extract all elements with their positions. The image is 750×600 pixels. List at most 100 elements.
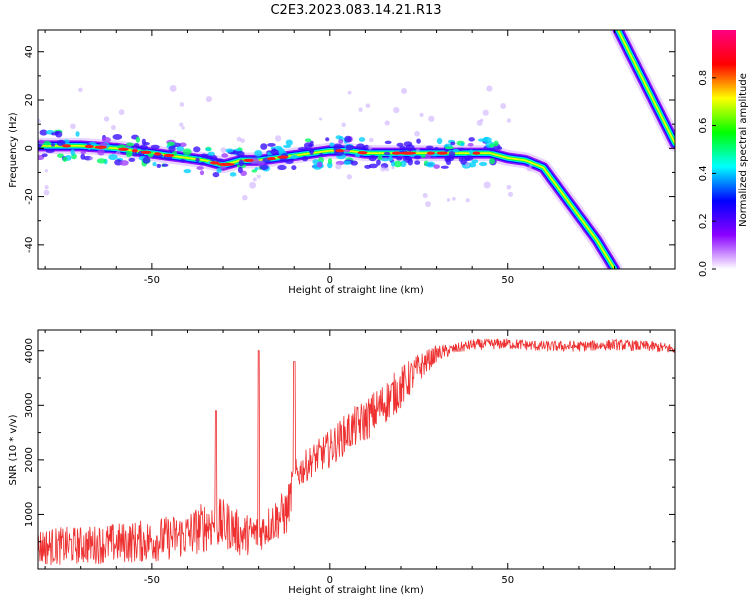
heatmap-hotspot <box>217 162 235 167</box>
heatmap-faint-speckle <box>252 177 257 182</box>
heatmap-faint-speckle <box>526 166 532 172</box>
heatmap-speckle <box>436 137 443 145</box>
heatmap-faint-speckle <box>103 116 110 122</box>
heatmap-speckle <box>199 161 206 166</box>
heatmap-speckle <box>254 167 259 171</box>
heatmap-faint-speckle <box>181 126 185 130</box>
snr-y-label: SNR (10 * v/v) <box>8 414 19 485</box>
heatmap-hotspot <box>267 157 276 161</box>
heatmap-speckle <box>384 140 392 145</box>
heatmap-faint-speckle <box>365 103 371 108</box>
colorbar-tick-label: 0.0 <box>698 261 709 277</box>
heatmap-speckle <box>364 164 372 169</box>
snr-panel: -50 0 50 1000 2000 3000 4000 Height of straig… <box>8 329 676 596</box>
heatmap-speckle <box>225 148 234 153</box>
heatmap-faint-speckle <box>89 156 94 161</box>
heatmap-speckle <box>493 140 499 147</box>
heatmap-speckle <box>57 153 65 158</box>
heatmap-speckle <box>139 144 149 151</box>
heatmap-faint-speckle <box>419 112 424 117</box>
heatmap-faint-speckle <box>115 150 121 156</box>
heatmap-speckle <box>152 162 157 167</box>
heatmap-faint-speckle <box>44 169 49 173</box>
heatmap-speckle <box>216 167 222 173</box>
heatmap-faint-speckle <box>384 120 390 126</box>
heatmap-faint-speckle <box>44 185 49 190</box>
heatmap-speckle <box>56 139 66 147</box>
heatmap-y-tick-label: 0 <box>24 145 35 151</box>
heatmap-faint-speckle <box>43 189 50 196</box>
snr-y-tick-label: 2000 <box>24 447 35 472</box>
heatmap-speckle <box>80 150 86 155</box>
snr-frame <box>37 329 676 570</box>
heatmap-speckle <box>125 151 132 158</box>
heatmap-speckle <box>97 149 105 156</box>
heatmap-speckle <box>256 160 266 166</box>
heatmap-speckle <box>277 165 287 171</box>
heatmap-hotspot <box>141 150 152 154</box>
heatmap-speckle <box>416 138 421 144</box>
heatmap-speckle <box>497 146 503 150</box>
heatmap-speckle <box>108 154 118 161</box>
heatmap-faint-speckle <box>401 87 408 94</box>
heatmap-faint-speckle <box>78 87 83 93</box>
heatmap-speckle <box>483 136 489 144</box>
heatmap-speckle <box>381 157 389 162</box>
heatmap-speckle <box>327 157 333 165</box>
heatmap-hotspot <box>391 151 402 155</box>
heatmap-speckle <box>126 142 135 147</box>
heatmap-speckle <box>335 135 342 140</box>
heatmap-speckle <box>193 146 201 153</box>
snr-y-tick-label: 3000 <box>24 393 35 418</box>
heatmap-speckle <box>150 144 160 149</box>
snr-y-tick-label: 1000 <box>24 502 35 527</box>
heatmap-speckle <box>450 141 456 146</box>
heatmap-speckle <box>329 142 335 147</box>
heatmap-speckle <box>221 153 229 158</box>
heatmap-speckle <box>119 160 129 166</box>
heatmap-faint-speckle <box>240 138 245 143</box>
heatmap-faint-speckle <box>179 122 184 127</box>
heatmap-faint-speckle <box>274 135 282 142</box>
heatmap-speckle <box>338 139 344 144</box>
heatmap-speckle <box>345 144 354 151</box>
heatmap-speckle <box>399 145 407 150</box>
heatmap-faint-speckle <box>414 130 420 137</box>
heatmap-x-tick-label: 50 <box>501 275 514 286</box>
heatmap-speckle <box>420 154 426 158</box>
heatmap-speckle <box>358 137 366 142</box>
heatmap-speckle <box>236 150 245 158</box>
heatmap-speckle <box>316 161 323 168</box>
heatmap-faint-speckle <box>367 145 373 151</box>
heatmap-speckle <box>199 170 205 176</box>
heatmap-speckle <box>128 157 136 162</box>
heatmap-faint-speckle <box>346 174 352 180</box>
heatmap-speckle <box>156 163 162 168</box>
heatmap-speckle <box>467 142 474 147</box>
heatmap-speckle <box>391 161 396 167</box>
heatmap-faint-speckle <box>422 192 428 199</box>
heatmap-speckle <box>291 165 297 171</box>
heatmap-speckle <box>309 148 314 155</box>
snr-x-tick-label: 50 <box>501 575 514 586</box>
heatmap-speckle <box>308 143 314 147</box>
heatmap-speckle <box>219 165 227 170</box>
heatmap-hotspot <box>277 155 289 159</box>
heatmap-x-label: Height of straight line (km) <box>288 285 424 296</box>
heatmap-speckle <box>284 159 294 165</box>
heatmap-faint-speckle <box>507 191 514 197</box>
heatmap-faint-speckle <box>205 96 212 103</box>
heatmap-hotspot <box>118 147 129 151</box>
heatmap-speckle <box>325 137 330 142</box>
heatmap-speckle <box>38 139 45 145</box>
heatmap-speckle <box>399 160 407 168</box>
heatmap-speckle <box>75 131 80 137</box>
heatmap-speckle <box>209 154 218 162</box>
heatmap-speckle <box>478 161 488 167</box>
heatmap-ridge <box>38 30 675 269</box>
heatmap-faint-speckle <box>393 107 400 114</box>
heatmap-speckle <box>43 140 51 146</box>
heatmap-speckle <box>290 154 299 160</box>
heatmap-speckle <box>267 142 276 147</box>
